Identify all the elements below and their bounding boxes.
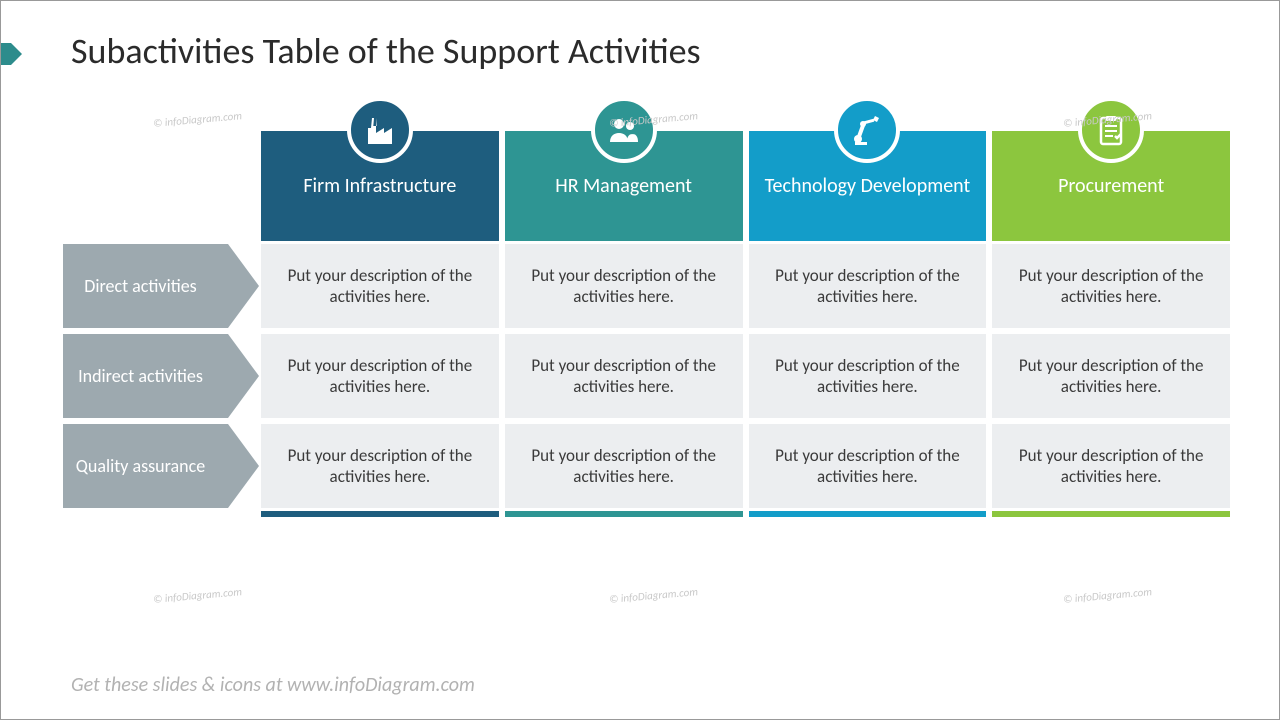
- row-label: Indirect activities: [63, 334, 228, 418]
- table-cell: Put your description of the activities h…: [749, 334, 987, 418]
- column-header: HR Management: [505, 131, 743, 241]
- column-header-label: Technology Development: [765, 174, 971, 198]
- table-cell: Put your description of the activities h…: [749, 244, 987, 328]
- table-cell: Put your description of the activities h…: [505, 334, 743, 418]
- table-cell: Put your description of the activities h…: [505, 424, 743, 508]
- row-label: Direct activities: [63, 244, 228, 328]
- table-cell: Put your description of the activities h…: [261, 424, 499, 508]
- column-underline: [505, 511, 743, 517]
- clipboard-icon: [1078, 97, 1144, 163]
- table-cell: Put your description of the activities h…: [749, 424, 987, 508]
- title-accent: [1, 43, 11, 65]
- watermark: © infoDiagram.com: [609, 585, 699, 606]
- table-cell: Put your description of the activities h…: [261, 244, 499, 328]
- table-cell: Put your description of the activities h…: [505, 244, 743, 328]
- column-header: Procurement: [992, 131, 1230, 241]
- column-header-label: Firm Infrastructure: [303, 174, 456, 198]
- watermark: © infoDiagram.com: [153, 585, 243, 606]
- robot-arm-icon: [834, 97, 900, 163]
- page-title: Subactivities Table of the Support Activ…: [71, 29, 701, 73]
- people-icon: [591, 97, 657, 163]
- table-cell: Put your description of the activities h…: [261, 334, 499, 418]
- column-header: Firm Infrastructure: [261, 131, 499, 241]
- column-underline: [261, 511, 499, 517]
- row-label: Quality assurance: [63, 424, 228, 508]
- factory-icon: [347, 97, 413, 163]
- table-cell: Put your description of the activities h…: [992, 424, 1230, 508]
- column-underline: [992, 511, 1230, 517]
- column-header-label: Procurement: [1058, 174, 1164, 198]
- watermark: © infoDiagram.com: [153, 109, 243, 130]
- table-cell: Put your description of the activities h…: [992, 244, 1230, 328]
- column-header: Technology Development: [749, 131, 987, 241]
- watermark: © infoDiagram.com: [1063, 585, 1153, 606]
- column-underline: [749, 511, 987, 517]
- column-header-label: HR Management: [555, 174, 692, 198]
- table-cell: Put your description of the activities h…: [992, 334, 1230, 418]
- footer-text: Get these slides & icons at www.infoDiag…: [71, 673, 475, 697]
- subactivities-table: Firm Infrastructure HR Management Technolo…: [63, 131, 1233, 517]
